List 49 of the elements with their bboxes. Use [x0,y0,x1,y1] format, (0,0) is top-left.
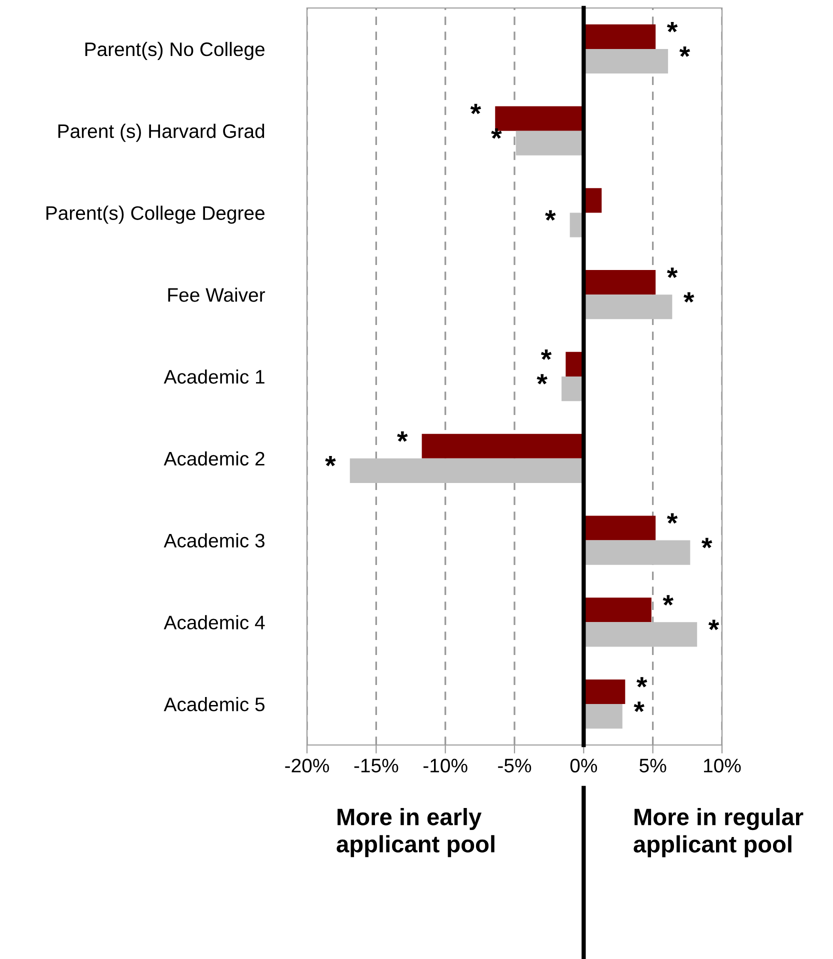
data-label: * [536,374,548,384]
bar [584,598,652,622]
data-label: * [666,268,678,278]
y-tick-label: Parent(s) No College [85,42,264,60]
data-label: * [397,431,408,442]
data-label: * [666,513,678,524]
x-tick-label: -10% [424,758,468,772]
data-label: * [540,350,552,360]
data-label: * [491,128,502,139]
data-label: * [666,22,678,32]
x-tick-label: -5% [498,758,532,772]
bar [584,516,656,540]
y-tick-label: Academic 2 [164,451,264,466]
bar [584,48,668,74]
data-label: * [325,456,336,466]
bar [422,434,584,458]
data-label: * [679,46,690,57]
bar [584,24,656,49]
bar [516,130,584,156]
x-tick-label: -15% [354,758,398,772]
x-tick-label: 10% [704,758,741,772]
text: More in early applicant pool [336,808,494,858]
y-tick-label: Parent (s) Harvard Grad [58,124,264,142]
y-tick-label: Fee Waiver [168,288,266,302]
bar [584,679,626,704]
data-label: * [545,210,556,221]
y-tick-label: Academic 3 [164,533,264,548]
text: More in regular applicant pool [634,808,804,858]
y-tick-label: Parent(s) College Degree [46,206,264,224]
x-tick-label: 5% [640,758,666,772]
bar [584,622,698,647]
bar [584,704,622,729]
x-tick-label: 0% [570,758,598,772]
y-tick-label: Academic 4 [164,615,265,630]
bar [562,376,584,402]
data-label: * [684,292,694,303]
bar [584,540,690,565]
data-label: * [636,677,648,688]
bar [350,458,584,483]
bar [584,270,656,295]
x-tick-label: -20% [285,758,330,772]
bar [584,294,672,320]
data-label: * [702,538,712,548]
data-label: * [470,104,482,114]
data-label: * [708,620,720,630]
data-label: * [662,595,674,606]
y-tick-label: Academic 5 [164,697,265,712]
y-tick-label: Academic 1 [164,369,264,384]
data-label: * [634,702,644,712]
